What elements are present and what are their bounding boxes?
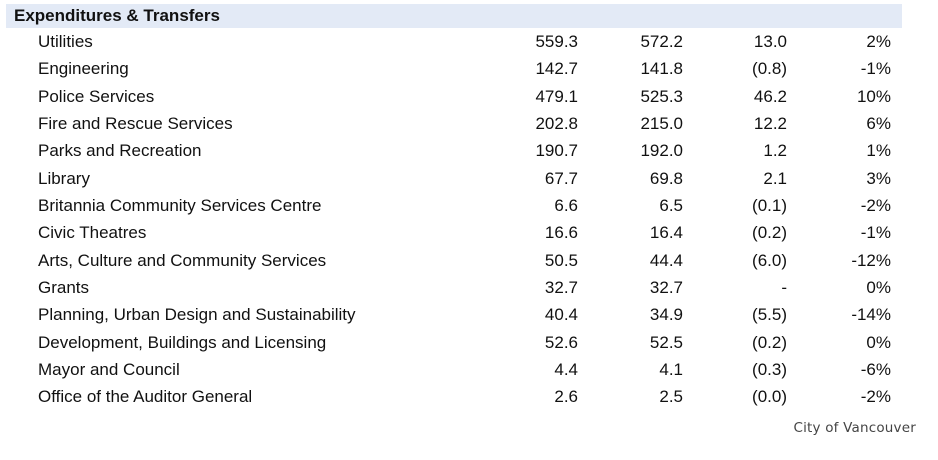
- table-row: Police Services 479.1 525.3 46.2 10%: [0, 83, 938, 110]
- row-value-col-2: 215.0: [640, 114, 683, 134]
- source-credit: City of Vancouver: [793, 420, 916, 436]
- row-label: Parks and Recreation: [38, 141, 202, 161]
- row-label: Library: [38, 168, 90, 188]
- row-change-amount: (0.2): [752, 223, 787, 243]
- row-value-col-2: 16.4: [649, 223, 683, 243]
- table-row: Development, Buildings and Licensing 52.…: [0, 329, 938, 356]
- row-value-col-1: 2.6: [554, 387, 578, 407]
- row-value-col-1: 67.7: [544, 168, 578, 188]
- row-value-col-2: 2.5: [659, 387, 683, 407]
- row-change-amount: (6.0): [752, 250, 787, 270]
- row-value-col-1: 50.5: [544, 250, 578, 270]
- row-change-amount: -: [781, 278, 787, 298]
- table-row: Office of the Auditor General 2.6 2.5 (0…: [0, 383, 938, 410]
- row-change-percent: -6%: [860, 360, 891, 380]
- row-change-percent: 2%: [866, 32, 891, 51]
- row-change-percent: 1%: [866, 141, 891, 161]
- row-value-col-1: 4.4: [554, 360, 578, 380]
- table-row: Parks and Recreation 190.7 192.0 1.2 1%: [0, 137, 938, 164]
- row-value-col-2: 141.8: [640, 59, 683, 79]
- row-change-amount: 1.2: [763, 141, 787, 161]
- row-change-percent: -12%: [851, 250, 891, 270]
- row-change-amount: 13.0: [753, 32, 787, 51]
- row-label: Utilities: [38, 32, 93, 51]
- row-change-percent: 0%: [866, 278, 891, 298]
- row-value-col-1: 52.6: [544, 332, 578, 352]
- row-change-percent: 3%: [866, 168, 891, 188]
- row-value-col-1: 142.7: [535, 59, 578, 79]
- row-change-amount: (5.5): [752, 305, 787, 325]
- table-row: Grants 32.7 32.7 - 0%: [0, 274, 938, 301]
- row-value-col-2: 44.4: [649, 250, 683, 270]
- row-label: Engineering: [38, 59, 129, 79]
- row-value-col-2: 32.7: [649, 278, 683, 298]
- table-row: Britannia Community Services Centre 6.6 …: [0, 192, 938, 219]
- row-label: Police Services: [38, 86, 155, 106]
- row-value-col-2: 4.1: [659, 360, 683, 380]
- row-value-col-1: 559.3: [535, 32, 578, 51]
- row-change-percent: -14%: [851, 305, 891, 325]
- row-change-percent: 0%: [866, 332, 891, 352]
- row-change-percent: -1%: [860, 223, 891, 243]
- row-label: Civic Theatres: [38, 223, 147, 243]
- table-row: Arts, Culture and Community Services 50.…: [0, 247, 938, 274]
- row-label: Britannia Community Services Centre: [38, 196, 322, 216]
- row-value-col-1: 16.6: [544, 223, 578, 243]
- table-row: Civic Theatres 16.6 16.4 (0.2) -1%: [0, 219, 938, 246]
- row-change-amount: (0.8): [752, 59, 787, 79]
- table-row: Fire and Rescue Services 202.8 215.0 12.…: [0, 110, 938, 137]
- row-label: Arts, Culture and Community Services: [38, 250, 327, 270]
- row-change-amount: 2.1: [763, 168, 787, 188]
- table-row: Planning, Urban Design and Sustainabilit…: [0, 301, 938, 328]
- table-row: Library 67.7 69.8 2.1 3%: [0, 165, 938, 192]
- row-change-percent: 6%: [866, 114, 891, 134]
- expenditures-table: Utilities 559.3 572.2 13.0 2% Engineerin…: [0, 28, 938, 411]
- row-value-col-2: 572.2: [640, 32, 683, 51]
- table-row: Mayor and Council 4.4 4.1 (0.3) -6%: [0, 356, 938, 383]
- row-value-col-2: 69.8: [649, 168, 683, 188]
- row-label: Grants: [38, 278, 90, 298]
- row-change-amount: (0.2): [752, 332, 787, 352]
- row-value-col-1: 6.6: [554, 196, 578, 216]
- row-change-amount: (0.0): [752, 387, 787, 407]
- row-change-percent: -1%: [860, 59, 891, 79]
- row-change-amount: (0.3): [752, 360, 787, 380]
- section-title: Expenditures & Transfers: [14, 6, 220, 25]
- row-change-percent: -2%: [860, 387, 891, 407]
- row-value-col-2: 6.5: [659, 196, 683, 216]
- row-value-col-1: 479.1: [535, 86, 578, 106]
- row-value-col-2: 52.5: [649, 332, 683, 352]
- row-value-col-2: 525.3: [640, 86, 683, 106]
- row-value-col-1: 40.4: [544, 305, 578, 325]
- row-value-col-2: 34.9: [649, 305, 683, 325]
- row-value-col-1: 202.8: [535, 114, 578, 134]
- row-change-amount: 46.2: [753, 86, 787, 106]
- row-label: Fire and Rescue Services: [38, 114, 233, 134]
- row-value-col-2: 192.0: [640, 141, 683, 161]
- row-change-percent: -2%: [860, 196, 891, 216]
- row-change-amount: (0.1): [752, 196, 787, 216]
- row-change-amount: 12.2: [753, 114, 787, 134]
- row-change-percent: 10%: [856, 86, 891, 106]
- row-label: Planning, Urban Design and Sustainabilit…: [38, 305, 356, 325]
- row-label: Mayor and Council: [38, 360, 180, 380]
- row-label: Development, Buildings and Licensing: [38, 332, 327, 352]
- row-label: Office of the Auditor General: [38, 387, 253, 407]
- row-value-col-1: 190.7: [535, 141, 578, 161]
- section-header: Expenditures & Transfers: [6, 4, 902, 28]
- row-value-col-1: 32.7: [544, 278, 578, 298]
- table-row: Engineering 142.7 141.8 (0.8) -1%: [0, 55, 938, 82]
- table-row: Utilities 559.3 572.2 13.0 2%: [0, 28, 938, 55]
